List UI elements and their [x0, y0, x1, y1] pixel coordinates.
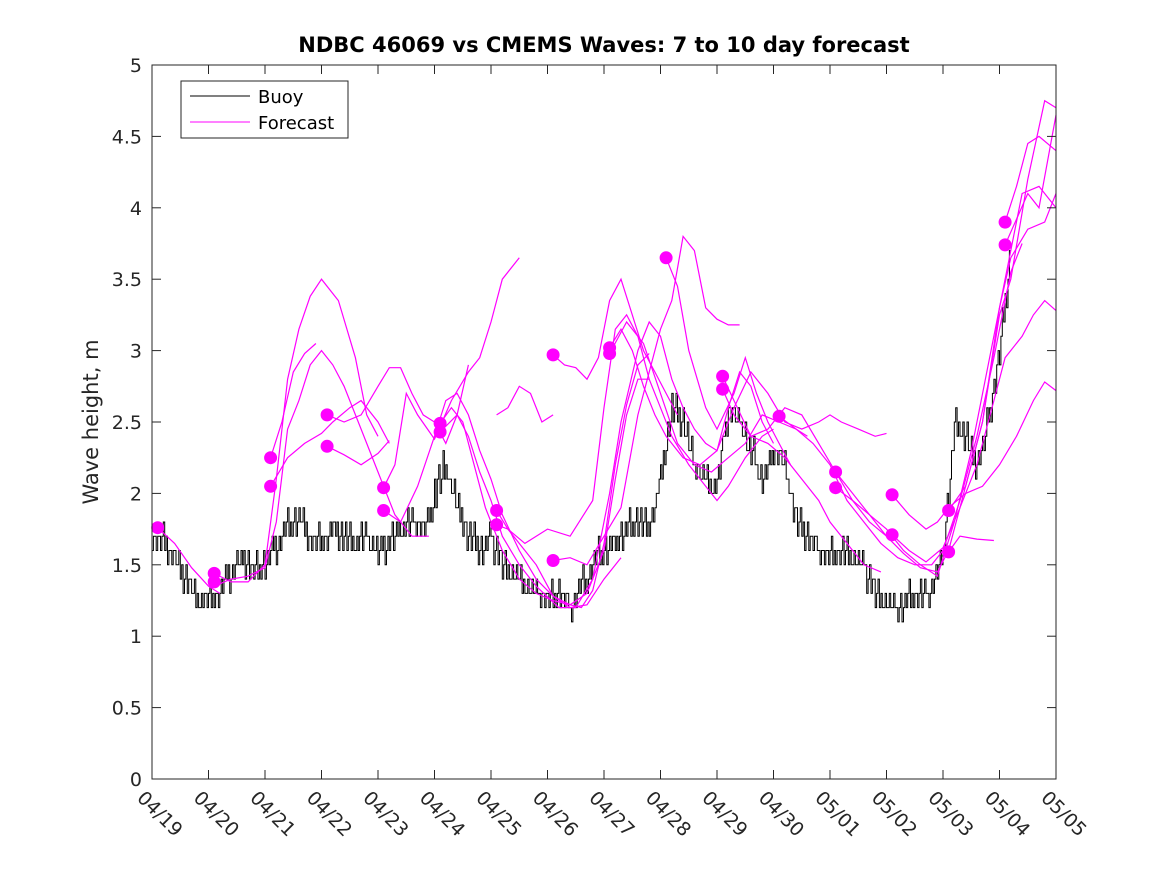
y-tick-label: 5 [130, 55, 142, 77]
forecast-marker-4 [264, 451, 278, 465]
forecast-series-line-12 [496, 313, 774, 545]
forecast-marker-13 [490, 518, 504, 532]
forecast-series-line-28 [948, 535, 994, 553]
forecast-marker-22 [829, 465, 843, 479]
forecast-series-line-15 [553, 234, 740, 566]
forecast-marker-12 [490, 504, 504, 517]
y-tick-label: 0.5 [112, 698, 142, 720]
forecast-series-line-3 [213, 278, 379, 583]
y-tick-label: 4 [130, 198, 142, 220]
forecast-marker-17 [603, 347, 617, 360]
y-tick-label: 0 [130, 769, 142, 791]
forecast-series-line-26 [891, 299, 1057, 563]
forecast-marker-7 [320, 439, 334, 453]
forecast-series-line-21 [722, 376, 887, 537]
y-tick-label: 1.5 [112, 555, 142, 577]
legend-label-buoy: Buoy [258, 87, 304, 108]
plot-area [152, 65, 1056, 779]
forecast-marker-8 [377, 481, 391, 495]
y-tick-label: 2 [130, 483, 142, 505]
y-tick-label: 2.5 [112, 412, 142, 434]
forecast-series-line-6 [326, 364, 469, 445]
legend-box [180, 80, 349, 139]
forecast-marker-18 [659, 251, 673, 265]
forecast-series-line-8 [383, 257, 520, 488]
forecast-series-line-4 [270, 343, 317, 458]
y-tick-label: 1 [130, 626, 142, 648]
chart-title: NDBC 46069 vs CMEMS Waves: 7 to 10 day f… [298, 33, 909, 57]
data-layer [151, 99, 1057, 623]
forecast-series-line-14 [496, 385, 554, 423]
forecast-marker-15 [546, 554, 560, 567]
forecast-series-line-1 [157, 527, 221, 594]
forecast-series-line-27 [948, 193, 1057, 511]
y-axis-label: Wave height, m [79, 339, 103, 504]
forecast-series-line-30 [1004, 114, 1057, 246]
forecast-marker-9 [377, 504, 391, 517]
forecast-series-line-5 [270, 399, 390, 487]
forecast-series-line-29 [1004, 135, 1057, 223]
forecast-marker-24 [885, 488, 899, 502]
forecast-marker-1 [151, 521, 165, 535]
forecast-series-line-10 [439, 378, 650, 606]
forecast-series-line-22 [778, 243, 1023, 566]
forecast-marker-11 [433, 425, 447, 439]
forecast-marker-14 [546, 348, 560, 362]
forecast-series-line-18 [609, 327, 887, 466]
forecast-marker-27 [942, 545, 956, 559]
forecast-marker-5 [264, 479, 278, 493]
forecast-series-line-25 [891, 381, 1057, 530]
legend: Buoy Forecast [180, 80, 349, 139]
forecast-marker-19 [716, 369, 730, 383]
forecast-marker-20 [716, 382, 730, 396]
forecast-marker-26 [942, 504, 956, 517]
forecast-series-line-7 [326, 440, 390, 466]
legend-label-forecast: Forecast [258, 113, 334, 134]
forecast-marker-25 [885, 528, 899, 542]
forecast-marker-3 [207, 575, 221, 589]
forecast-marker-6 [320, 408, 334, 422]
y-tick-label: 3.5 [112, 269, 142, 291]
forecast-marker-28 [998, 215, 1012, 229]
buoy-series-line [152, 250, 1011, 623]
forecast-marker-21 [772, 409, 786, 423]
forecast-marker-23 [829, 481, 843, 495]
y-tick-label: 4.5 [112, 126, 142, 148]
forecast-marker-29 [998, 238, 1012, 252]
forecast-series-line-13 [496, 353, 650, 609]
y-tick-label: 3 [130, 341, 142, 363]
forecast-series-line-19 [665, 257, 792, 466]
forecast-series-line-16 [552, 277, 679, 416]
forecast-series-line-20 [722, 388, 882, 573]
